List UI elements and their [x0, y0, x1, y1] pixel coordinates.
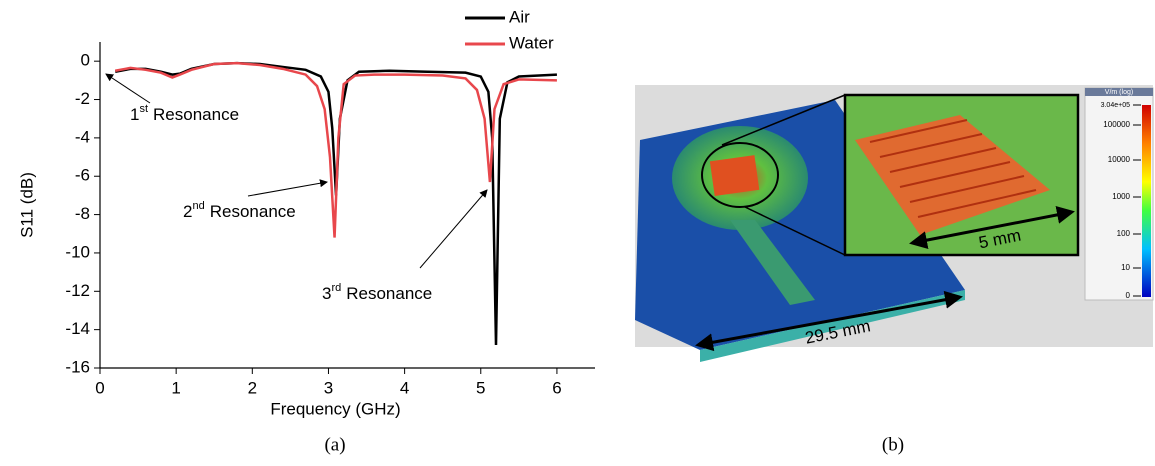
colorbar-label: 10	[1121, 263, 1130, 272]
chart-a: 0 1 2 3 4 5 6 0 -2 -4 -6 -8 -10 -12 -14 -16 Frequency (G…	[17, 7, 595, 418]
y-tick-label: 0	[81, 51, 90, 70]
y-tick-label: -12	[65, 281, 90, 300]
y-tick-label: -16	[65, 357, 90, 376]
data-line	[115, 63, 557, 238]
colorbar-title: V/m (log)	[1105, 89, 1133, 96]
y-tick-label: -14	[65, 319, 90, 338]
colorbar-label: 1000	[1112, 192, 1130, 201]
colorbar-label: 10000	[1108, 155, 1131, 164]
legend-label: Air	[509, 7, 530, 26]
figure: 0 1 2 3 4 5 6 0 -2 -4 -6 -8 -10 -12 -14 -16 Frequency (G…	[0, 0, 1155, 466]
x-tick-label: 3	[324, 378, 333, 397]
colorbar-label: 3.04e+05	[1101, 102, 1130, 109]
y-tick-label: -10	[65, 242, 90, 261]
caption: (a)	[324, 434, 345, 455]
annotation-suffix: rd	[331, 282, 341, 294]
annotation: 3rd Resonance	[322, 282, 432, 304]
x-tick-label: 4	[400, 378, 409, 397]
x-tick-label: 5	[476, 378, 485, 397]
legend-label: Water	[509, 33, 554, 52]
annotation-number: 2	[183, 202, 192, 221]
colorbar	[1142, 105, 1151, 297]
annotation-label: Resonance	[346, 284, 432, 303]
annotation-suffix: st	[139, 103, 148, 115]
colorbar-label: 0	[1126, 291, 1131, 300]
annotation-number: 3	[322, 284, 331, 303]
x-tick-label: 2	[248, 378, 257, 397]
colorbar-label: 100	[1117, 229, 1131, 238]
colorbar-label: 100000	[1103, 120, 1130, 129]
sensor	[710, 155, 759, 196]
annotation: 1st Resonance	[130, 103, 239, 125]
annotation-number: 1	[130, 105, 139, 124]
annotation-arrow	[106, 74, 150, 103]
y-tick-label: -2	[75, 89, 90, 108]
annotation-suffix: nd	[192, 200, 204, 212]
annotation-label: Resonance	[153, 105, 239, 124]
x-tick-label: 6	[552, 378, 561, 397]
x-tick-label: 1	[171, 378, 180, 397]
x-axis-title: Frequency (GHz)	[270, 399, 400, 418]
figure-b: 5 mm 29.5 mm V/m (log) 3.04e+05100000100…	[635, 85, 1153, 362]
y-tick-label: -8	[75, 204, 90, 223]
y-tick-label: -4	[75, 127, 90, 146]
annotation-arrow	[248, 182, 327, 196]
annotation-arrow	[420, 190, 487, 268]
annotation: 2nd Resonance	[183, 200, 296, 222]
y-tick-label: -6	[75, 166, 90, 185]
x-tick-label: 0	[95, 378, 104, 397]
caption: (b)	[882, 434, 904, 455]
annotation-label: Resonance	[210, 202, 296, 221]
y-axis-title: S11 (dB)	[17, 172, 36, 238]
